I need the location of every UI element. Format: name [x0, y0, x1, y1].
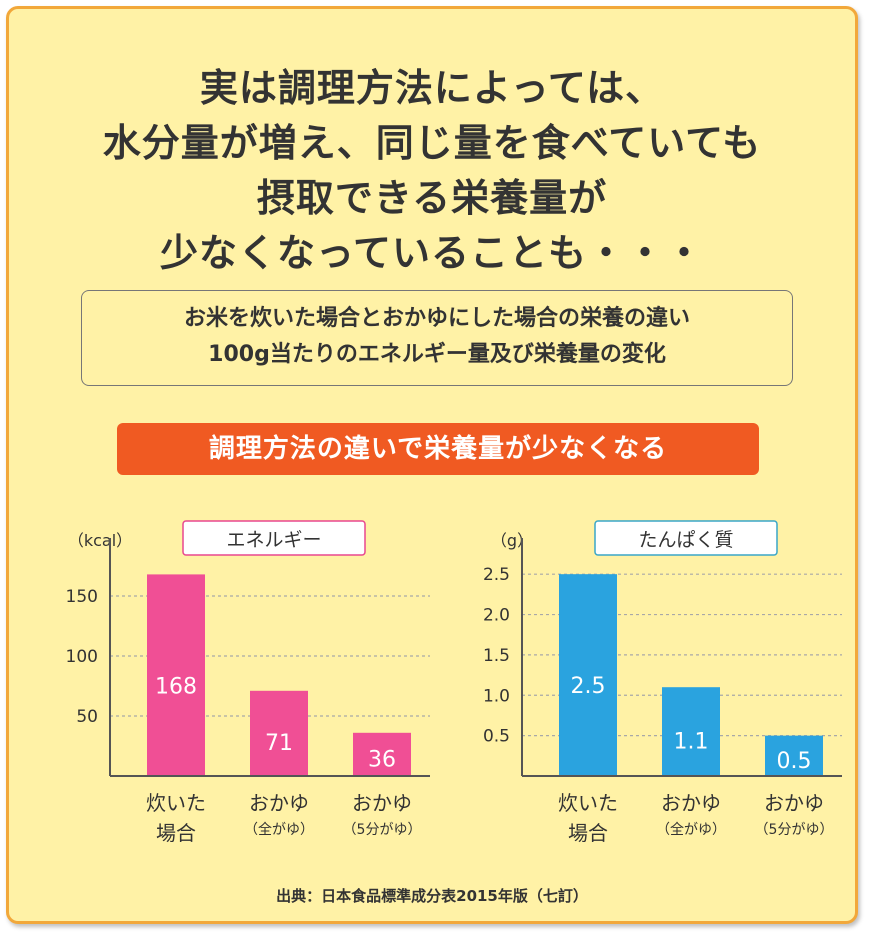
bar-value-label: 2.5 — [571, 674, 606, 699]
x-category-label: おかゆ — [764, 791, 824, 815]
x-category-sublabel: （全がゆ） — [656, 821, 726, 838]
source-note: 出典：日本食品標準成分表2015年版（七訂） — [276, 887, 588, 905]
bar — [765, 735, 823, 776]
headline-line: 少なくなっていることも・・・ — [159, 231, 705, 275]
bar-value-label: 71 — [265, 731, 293, 756]
info-line: 100g当たりのエネルギー量及び栄養量の変化 — [208, 342, 666, 367]
bar — [353, 732, 411, 776]
banner: 調理方法の違いで栄養量が少なくなる — [117, 423, 759, 475]
info-line: お米を炊いた場合とおかゆにした場合の栄養の違い — [183, 306, 690, 331]
bar — [250, 690, 308, 776]
chart-title: エネルギー — [226, 529, 321, 551]
info-box: お米を炊いた場合とおかゆにした場合の栄養の違い 100g当たりのエネルギー量及び… — [81, 290, 793, 386]
bar-value-label: 1.1 — [674, 729, 709, 754]
chart-title-box — [182, 520, 366, 556]
y-tick-label: 1.0 — [483, 686, 510, 706]
bar-value-label: 36 — [368, 748, 396, 773]
y-tick-label: 150 — [66, 587, 98, 607]
y-tick-label: 1.5 — [483, 646, 510, 666]
x-category-label: 炊いた — [146, 791, 206, 815]
bar-value-label: 0.5 — [777, 749, 812, 774]
bar — [559, 574, 617, 776]
x-category-label: おかゆ — [249, 791, 309, 815]
energy-chart-svg: エネルギー （kcal） 50 100 150 168 炊いた場合 71 おかゆ （全がゆ） 36 お… — [66, 520, 430, 845]
protein-chart-svg: たんぱく質 （g） 0.5 1.0 1.5 2.0 2.5 2.5 炊いた場合 1.1 おかゆ （全が… — [483, 520, 842, 845]
headline-line: 摂取できる栄養量が — [256, 176, 608, 220]
chart-title: たんぱく質 — [638, 529, 733, 551]
y-tick-label: 0.5 — [483, 727, 510, 747]
x-category-sublabel: （5分がゆ） — [755, 822, 834, 838]
x-category-sublabel: （全がゆ） — [244, 821, 314, 838]
protein-chart: たんぱく質 （g） 0.5 1.0 1.5 2.0 2.5 2.5 炊いた場合 1.1 おかゆ （全が… — [445, 514, 845, 845]
y-tick-label: 2.0 — [483, 606, 510, 626]
y-tick-label: 100 — [66, 647, 98, 667]
chart-title-box — [594, 520, 778, 556]
bar — [147, 574, 205, 776]
y-axis-unit: （kcal） — [68, 531, 132, 550]
x-category-sublabel: 場合 — [156, 821, 196, 845]
bar — [662, 687, 720, 776]
y-axis-unit: （g） — [491, 531, 533, 550]
x-category-label: 炊いた — [558, 791, 618, 815]
energy-chart: エネルギー （kcal） 50 100 150 168 炊いた場合 71 おかゆ （全がゆ） 36 お… — [33, 514, 433, 845]
x-category-sublabel: 場合 — [568, 821, 608, 845]
x-category-label: おかゆ — [661, 791, 721, 815]
y-tick-label: 2.5 — [483, 565, 510, 585]
headline-line: 水分量が増え、同じ量を食べていても — [102, 121, 762, 165]
y-tick-label: 50 — [76, 707, 98, 727]
headline: 実は調理方法によっては、 水分量が増え、同じ量を食べていても 摂取できる栄養量が… — [9, 61, 855, 281]
bar-value-label: 168 — [155, 674, 197, 699]
x-category-sublabel: （5分がゆ） — [343, 822, 422, 838]
headline-line: 実は調理方法によっては、 — [199, 66, 665, 110]
x-category-label: おかゆ — [352, 791, 412, 815]
infographic-card: 実は調理方法によっては、 水分量が増え、同じ量を食べていても 摂取できる栄養量が… — [6, 6, 858, 924]
